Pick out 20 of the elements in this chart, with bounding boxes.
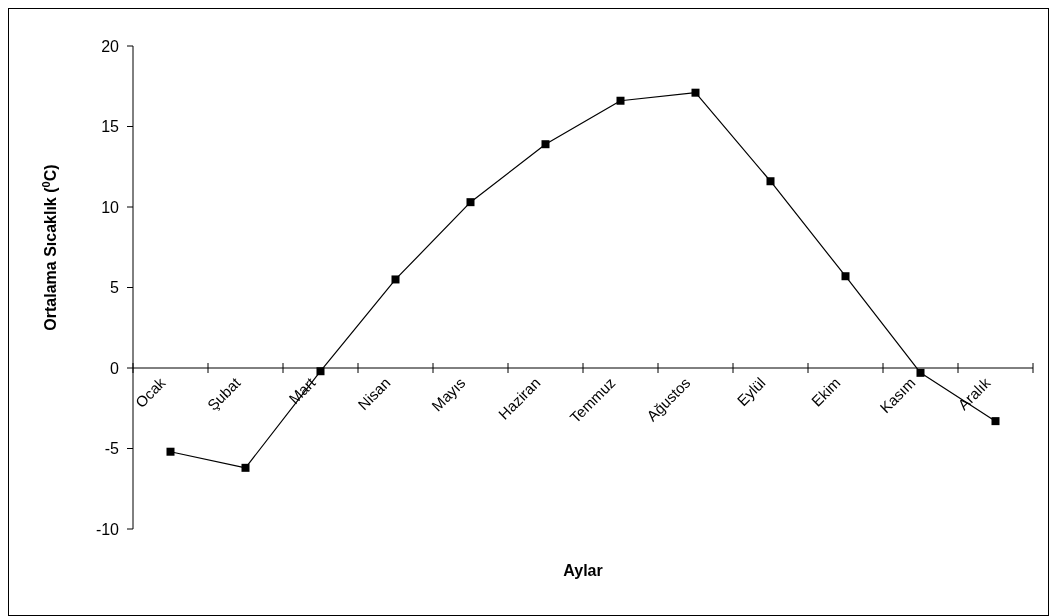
y-tick-label: 20 [101, 37, 120, 55]
point [391, 275, 400, 284]
y-tick-label: 15 [101, 118, 120, 135]
point [541, 140, 550, 149]
point [691, 88, 700, 97]
point [841, 272, 850, 281]
point [616, 96, 625, 105]
y-tick-label: 0 [110, 359, 120, 377]
point [466, 198, 475, 207]
y-tick-label: -5 [104, 440, 120, 457]
point [316, 367, 325, 376]
point [916, 368, 925, 377]
y-tick-label: -10 [95, 520, 120, 538]
point [241, 463, 250, 472]
y-tick-label: 5 [110, 279, 120, 296]
point [166, 447, 175, 456]
point [991, 417, 1000, 426]
x-axis-title: Aylar [563, 562, 603, 579]
point [766, 177, 775, 186]
y-tick-label: 10 [101, 198, 120, 216]
